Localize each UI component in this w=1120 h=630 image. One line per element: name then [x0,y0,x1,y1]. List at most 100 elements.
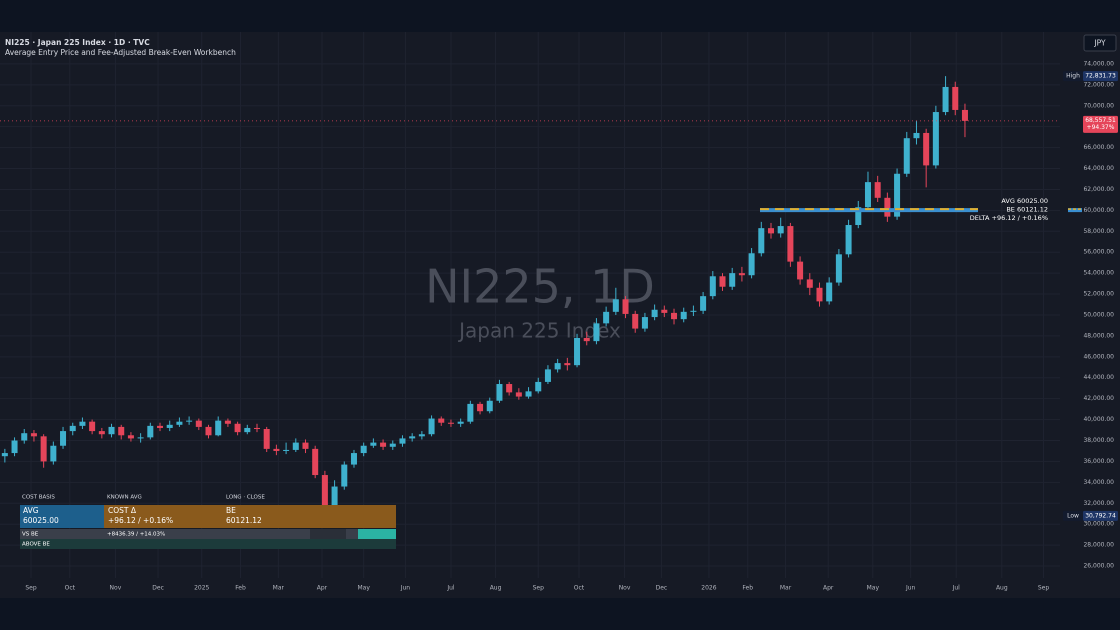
candle-body [244,427,251,433]
currency[interactable]: JPY [1093,39,1106,48]
candle-body [118,426,125,436]
candle-body [457,421,464,424]
x-tick-label: Sep [1038,585,1050,592]
candle-body [467,403,474,422]
candle-body [418,434,425,437]
candle-body [797,261,804,280]
x-tick-label: 2026 [701,585,716,592]
panel-cell-value: 60121.12 [226,516,262,525]
last-price-change: +94.37% [1087,124,1115,131]
candle-body [108,426,115,435]
y-tick-label: 32,000.00 [1083,500,1114,507]
candle-body [709,276,716,297]
candle-body [525,391,532,397]
panel-header: COST BASIS [22,495,55,501]
candle-body [738,273,745,276]
candle-body [729,273,736,287]
candle-body [389,443,396,447]
candle-body [302,442,309,449]
candle-body [932,112,939,166]
marker-tag: High [1066,73,1080,80]
panel-cell-value: 60025.00 [23,516,59,525]
panel-cell [20,505,104,528]
level-label: DELTA +96.12 / +0.16% [970,214,1048,222]
y-tick-label: 48,000.00 [1083,332,1114,339]
marker-tag: Low [1067,512,1079,519]
candle-body [661,309,668,313]
candle-body [593,323,600,342]
y-tick-label: 34,000.00 [1083,479,1114,486]
x-tick-label: 2025 [194,585,209,592]
last-price-label: 68,557.51 [1085,117,1116,124]
candle-body [89,421,96,432]
marker-value: 72,831.73 [1085,73,1116,80]
x-tick-label: Aug [996,585,1008,592]
progress-track [20,529,396,539]
level-label: AVG 60025.00 [1001,197,1048,205]
x-tick-label: Dec [152,585,164,592]
y-tick-label: 58,000.00 [1083,228,1114,235]
y-tick-label: 52,000.00 [1083,291,1114,298]
x-tick-label: Sep [533,585,545,592]
candle-body [263,429,270,449]
candle-body [544,369,551,382]
candle-body [835,254,842,283]
candle-body [360,445,367,454]
y-tick-label: 56,000.00 [1083,249,1114,256]
candle-body [224,420,231,424]
y-tick-label: 66,000.00 [1083,144,1114,151]
candle-body [787,226,794,262]
x-tick-label: Jun [905,585,916,592]
watermark-symbol: NI225, 1D [425,260,655,314]
candle-body [535,381,542,392]
marker-tag-box [1063,510,1083,521]
candle-body [60,431,67,446]
candle-body [651,309,658,318]
candle-body [127,435,134,439]
candle-body [477,403,484,412]
panel-row-label: VS BE [22,532,39,538]
candle-body [438,418,445,423]
status-row [20,539,396,549]
candle-body [166,424,173,428]
candle-body [486,400,493,412]
candle-body [40,436,47,462]
candle-body [506,384,513,393]
candle-body [894,173,901,217]
candle-body [700,296,707,311]
candle-body [942,86,949,113]
x-tick-label: Feb [235,585,246,592]
candle-body [215,420,222,436]
progress-fill [358,529,396,539]
y-tick-label: 72,000.00 [1083,81,1114,88]
y-tick-label: 26,000.00 [1083,563,1114,570]
candle-body [864,182,871,208]
x-tick-label: Apr [823,585,834,592]
x-tick-label: Nov [110,585,122,592]
panel-cell-value: +96.12 / +0.16% [108,516,173,525]
candle-body [554,363,561,370]
candle-body [952,86,959,110]
x-tick-label: May [867,585,880,592]
candle-body [515,392,522,397]
candle-body [612,299,619,312]
candle-body [205,426,212,436]
x-tick-label: Feb [742,585,753,592]
candle-body [632,313,639,329]
level-label: BE 60121.12 [1006,206,1048,214]
candle-body [341,464,348,487]
y-tick-label: 62,000.00 [1083,186,1114,193]
candle-body [11,440,18,454]
candle-body [806,279,813,288]
y-tick-label: 74,000.00 [1083,60,1114,67]
panel-cell-label: AVG [23,506,39,515]
candle-body [884,197,891,217]
currency-button[interactable] [1083,34,1117,52]
candle-body [321,475,328,509]
candle-body [845,225,852,255]
y-tick-label: 54,000.00 [1083,270,1114,277]
candle-body [350,453,357,465]
candle-body [21,433,28,441]
candle-body [292,442,299,450]
